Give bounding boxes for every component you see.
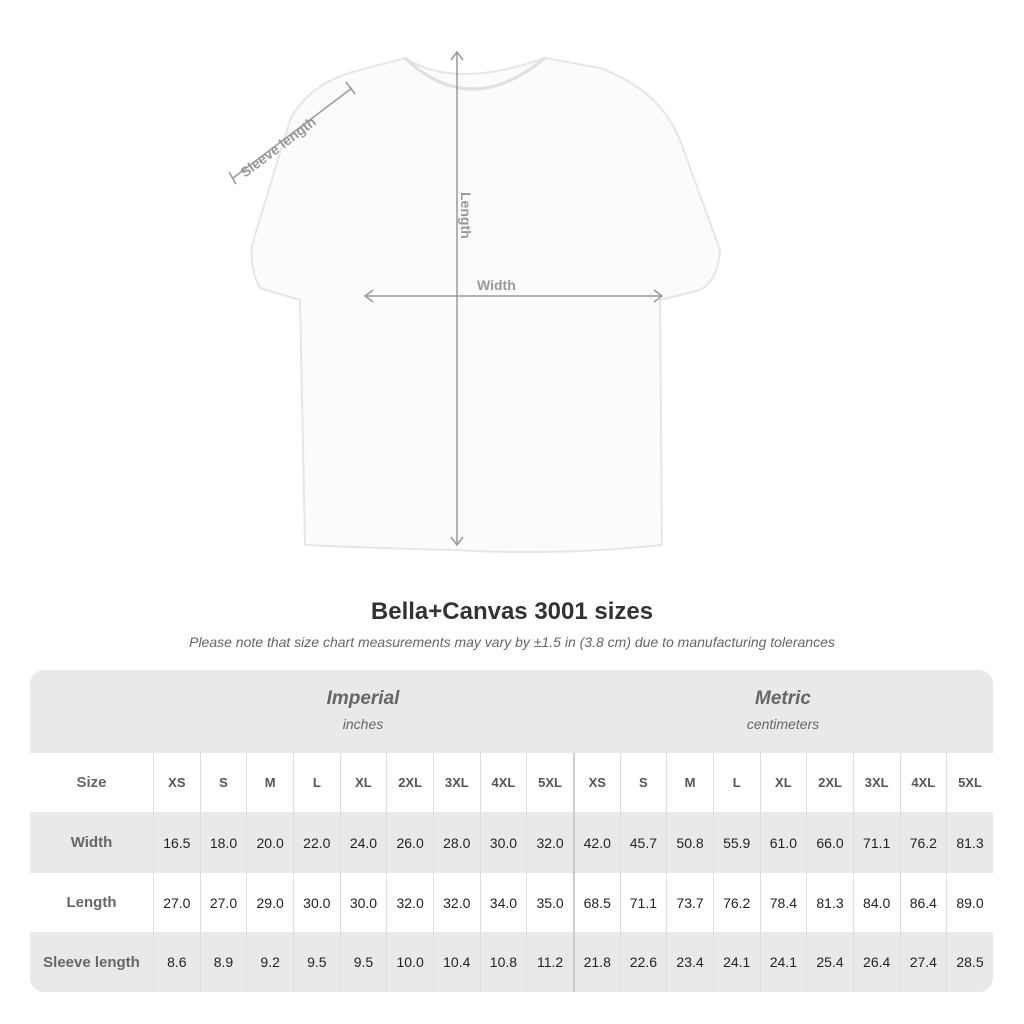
- table-cell-metric: 78.4: [759, 873, 807, 932]
- table-cell-imperial: 34.0: [479, 873, 527, 932]
- table-row: Length 27.0 27.0 29.0 30.0 30.0 32.0 32.0 34.0 35…: [30, 873, 993, 932]
- table-cell-metric: 55.9: [712, 812, 760, 873]
- size-header-metric: S: [619, 753, 667, 812]
- table-cell-imperial: 11.2: [526, 932, 573, 992]
- size-header-row: Size XS S M L XL 2XL 3XL 4XL 5XL XS S M L XL 2XL 3XL 4XL…: [30, 753, 993, 812]
- size-header-metric: 5XL: [946, 753, 993, 812]
- table-cell-imperial: 10.8: [479, 932, 527, 992]
- table-cell-metric: 66.0: [806, 812, 853, 873]
- row-label: Length: [66, 894, 117, 911]
- table-cell-metric: 86.4: [899, 873, 947, 932]
- table-cell-imperial: 30.0: [479, 812, 527, 873]
- imperial-unit: inches: [342, 716, 384, 732]
- table-cell-imperial: 9.5: [339, 932, 387, 992]
- imperial-title: Imperial: [326, 688, 400, 709]
- table-cell-metric: 24.1: [712, 932, 760, 992]
- length-label: Length: [458, 192, 474, 239]
- size-header-imperial: L: [292, 753, 340, 812]
- table-cell-metric: 71.1: [619, 873, 667, 932]
- table-cell-imperial: 26.0: [386, 812, 433, 873]
- table-cell-metric: 76.2: [899, 812, 947, 873]
- table-cell-metric: 45.7: [619, 812, 667, 873]
- table-cell-imperial: 30.0: [339, 873, 387, 932]
- table-cell-metric: 22.6: [619, 932, 667, 992]
- metric-header: Metric centimeters: [573, 670, 993, 753]
- size-header-imperial: 3XL: [432, 753, 480, 812]
- size-table: Imperial inches Metric centimeters Size …: [30, 670, 993, 992]
- tshirt-image: [250, 56, 722, 554]
- table-row: Width 16.5 18.0 20.0 22.0 24.0 26.0 28.0 30.0 32.…: [30, 812, 993, 873]
- table-cell-metric: 81.3: [806, 873, 853, 932]
- table-cell-metric: 24.1: [759, 932, 807, 992]
- table-cell-imperial: 24.0: [339, 812, 387, 873]
- table-cell-imperial: 32.0: [432, 873, 480, 932]
- size-label: Size: [76, 774, 107, 791]
- size-header-imperial: S: [199, 753, 247, 812]
- page-title: Bella+Canvas 3001 sizes: [370, 598, 654, 625]
- table-cell-imperial: 32.0: [386, 873, 433, 932]
- table-cell-metric: 28.5: [946, 932, 993, 992]
- table-cell-imperial: 22.0: [292, 812, 340, 873]
- table-cell-metric: 71.1: [852, 812, 900, 873]
- row-label: Width: [70, 834, 113, 851]
- table-cell-metric: 26.4: [852, 932, 900, 992]
- metric-unit: centimeters: [746, 716, 820, 732]
- imperial-header: Imperial inches: [153, 670, 573, 753]
- table-cell-imperial: 35.0: [526, 873, 573, 932]
- size-header-imperial: XL: [339, 753, 387, 812]
- size-header-imperial: 2XL: [386, 753, 433, 812]
- table-cell-metric: 73.7: [666, 873, 713, 932]
- metric-title: Metric: [755, 688, 811, 709]
- size-header-metric: 3XL: [852, 753, 900, 812]
- size-header-metric: XS: [572, 753, 620, 812]
- row-label: Sleeve length: [43, 953, 140, 971]
- size-header-metric: 2XL: [806, 753, 853, 812]
- table-cell-metric: 50.8: [666, 812, 713, 873]
- table-cell-imperial: 10.4: [432, 932, 480, 992]
- size-header-imperial: 4XL: [479, 753, 527, 812]
- table-cell-imperial: 27.0: [199, 873, 247, 932]
- width-label: Width: [477, 277, 516, 293]
- sleeve-line: [232, 87, 353, 179]
- size-header-imperial: 5XL: [526, 753, 573, 812]
- table-cell-imperial: 16.5: [153, 812, 200, 873]
- size-header-metric: XL: [759, 753, 807, 812]
- size-header-imperial: M: [246, 753, 293, 812]
- table-cell-metric: 84.0: [852, 873, 900, 932]
- table-cell-metric: 25.4: [806, 932, 853, 992]
- table-cell-imperial: 27.0: [153, 873, 200, 932]
- table-cell-metric: 42.0: [572, 812, 620, 873]
- table-cell-imperial: 30.0: [292, 873, 340, 932]
- size-header-metric: L: [712, 753, 760, 812]
- table-cell-metric: 81.3: [946, 812, 993, 873]
- table-cell-metric: 89.0: [946, 873, 993, 932]
- table-cell-imperial: 28.0: [432, 812, 480, 873]
- table-cell-imperial: 10.0: [386, 932, 433, 992]
- table-cell-metric: 68.5: [572, 873, 620, 932]
- table-cell-imperial: 32.0: [526, 812, 573, 873]
- table-cell-imperial: 8.6: [153, 932, 200, 992]
- size-header-imperial: XS: [153, 753, 200, 812]
- table-cell-imperial: 18.0: [199, 812, 247, 873]
- table-row: Sleeve length 8.6 8.9 9.2 9.5 9.5 10.0 10.4 10.8…: [30, 932, 993, 992]
- table-cell-imperial: 8.9: [199, 932, 247, 992]
- tolerance-note: Please note that size chart measurements…: [189, 634, 835, 650]
- table-cell-imperial: 9.2: [246, 932, 293, 992]
- table-cell-imperial: 29.0: [246, 873, 293, 932]
- size-header-metric: M: [666, 753, 713, 812]
- table-cell-imperial: 9.5: [292, 932, 340, 992]
- table-cell-imperial: 20.0: [246, 812, 293, 873]
- table-cell-metric: 76.2: [712, 873, 760, 932]
- table-cell-metric: 61.0: [759, 812, 807, 873]
- size-header-metric: 4XL: [899, 753, 947, 812]
- tshirt-diagram: Sleeve length Length Width: [228, 50, 722, 554]
- table-cell-metric: 23.4: [666, 932, 713, 992]
- table-cell-metric: 21.8: [572, 932, 620, 992]
- table-cell-metric: 27.4: [899, 932, 947, 992]
